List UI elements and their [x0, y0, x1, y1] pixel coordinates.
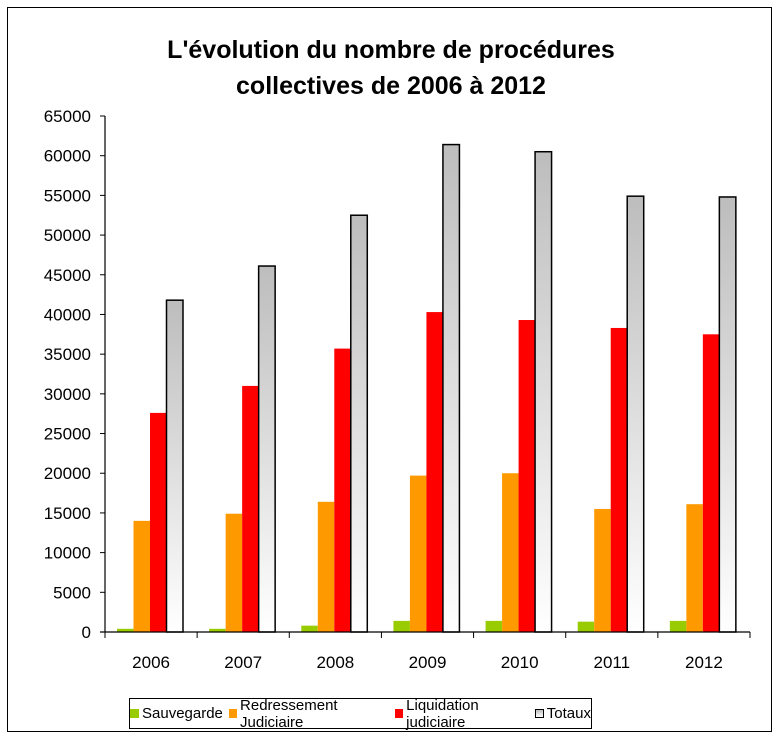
chart-title-line-1: L'évolution du nombre de procédures [167, 36, 615, 64]
x-tick-label: 2007 [224, 653, 262, 672]
legend-swatch-sauvegarde [130, 709, 139, 718]
y-tick-label: 15000 [44, 504, 91, 523]
y-tick-label: 10000 [44, 544, 91, 563]
legend-swatch-liquidation [395, 709, 404, 718]
x-tick-label: 2008 [316, 653, 354, 672]
legend-swatch-redressement [228, 709, 238, 718]
bar-sauvegarde-2011 [577, 621, 595, 632]
bar-redressement-judiciaire-2007 [225, 513, 243, 632]
legend-item-liquidation: Liquidation judiciaire [395, 697, 529, 731]
y-tick-label: 65000 [44, 107, 91, 126]
chart-title-line-2: collectives de 2006 à 2012 [236, 72, 546, 100]
bar-totaux-2012 [718, 196, 737, 633]
bar-redressement-judiciaire-2012 [686, 504, 703, 632]
bar-sauvegarde-2012 [669, 620, 687, 632]
bar-redressement-judiciaire-2006 [133, 520, 150, 632]
bar-liquidation-judiciaire-2006 [150, 412, 167, 632]
bar-liquidation-judiciaire-2007 [242, 385, 259, 632]
legend-label: Liquidation judiciaire [406, 696, 479, 731]
chart-title: L'évolution du nombre de procédures coll… [0, 32, 782, 104]
y-tick-label: 60000 [44, 147, 91, 166]
y-tick-label: 45000 [44, 266, 91, 285]
bar-redressement-judiciaire-2008 [317, 501, 335, 632]
legend-item-sauvegarde: Sauvegarde [130, 705, 223, 722]
y-tick-label: 55000 [44, 186, 91, 205]
legend-item-totaux: Totaux [534, 705, 591, 722]
legend-swatch-totaux [534, 709, 544, 718]
bar-sauvegarde-2008 [301, 625, 318, 632]
bar-totaux-2011 [626, 195, 645, 633]
bar-totaux-2009 [442, 143, 461, 633]
bar-totaux-2008 [350, 214, 369, 633]
x-tick-label: 2010 [501, 653, 539, 672]
x-tick-label: 2009 [409, 653, 447, 672]
chart-frame [7, 7, 772, 732]
x-tick-label: 2006 [132, 653, 170, 672]
legend-label: Sauvegarde [142, 705, 223, 722]
x-tick-label: 2012 [685, 653, 723, 672]
y-tick-label: 30000 [44, 385, 91, 404]
bar-redressement-judiciaire-2009 [409, 475, 427, 632]
y-tick-label: 5000 [53, 583, 91, 602]
bar-sauvegarde-2007 [209, 628, 226, 632]
bar-sauvegarde-2006 [117, 628, 134, 632]
bar-liquidation-judiciaire-2010 [518, 320, 536, 632]
y-tick-label: 20000 [44, 464, 91, 483]
legend-label: Totaux [546, 705, 591, 722]
y-tick-label: 40000 [44, 305, 91, 324]
legend-label: Redressement Judiciaire [240, 696, 338, 731]
bar-liquidation-judiciaire-2012 [702, 334, 720, 632]
bar-sauvegarde-2009 [393, 620, 410, 632]
bar-sauvegarde-2010 [485, 620, 503, 632]
legend-item-redressement: Redressement Judiciaire [228, 696, 389, 731]
y-tick-label: 50000 [44, 226, 91, 245]
y-tick-label: 0 [82, 623, 91, 642]
y-tick-label: 25000 [44, 425, 91, 444]
bar-totaux-2007 [257, 265, 276, 633]
legend: Sauvegarde Redressement Judiciaire Liqui… [129, 696, 592, 731]
bar-liquidation-judiciaire-2011 [610, 327, 628, 632]
y-tick-label: 35000 [44, 345, 91, 364]
bar-redressement-judiciaire-2010 [502, 473, 519, 632]
bar-liquidation-judiciaire-2009 [426, 312, 443, 632]
bar-totaux-2006 [165, 299, 184, 633]
bar-totaux-2010 [534, 150, 553, 633]
bar-liquidation-judiciaire-2008 [334, 348, 351, 632]
x-tick-label: 2011 [594, 653, 631, 672]
bar-redressement-judiciaire-2011 [594, 508, 611, 632]
